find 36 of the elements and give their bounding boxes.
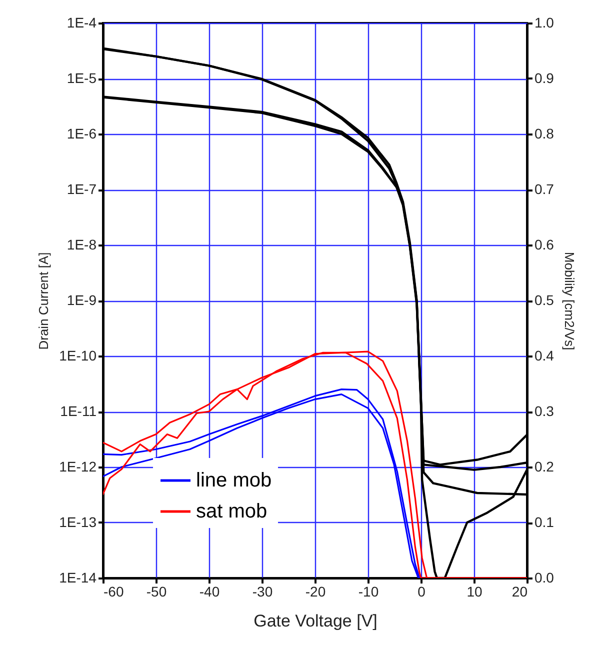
x-tick-label: -30 <box>252 584 273 600</box>
y-tick-label: 1E-4 <box>66 14 97 30</box>
y2-tick-label: 0.8 <box>534 126 554 142</box>
y-tick-label: 1E-11 <box>60 403 97 419</box>
y2-axis-title: Mobility [cm2/Vs] <box>562 252 577 350</box>
x-tick-label: -10 <box>358 584 379 600</box>
y-axis-title: Drain Current [A] <box>36 252 52 350</box>
x-tick-label: -60 <box>104 584 124 600</box>
y2-tick-label: 0.6 <box>534 236 554 252</box>
y2-tick-label: 0.5 <box>534 292 554 308</box>
legend-label: line mob <box>196 470 272 492</box>
x-tick-label: 10 <box>466 584 482 600</box>
y2-tick-label: 0.0 <box>534 570 554 586</box>
y2-tick-label: 0.2 <box>534 458 554 474</box>
y-tick-label: 1E-14 <box>59 570 97 586</box>
y2-tick-label: 0.7 <box>534 181 554 197</box>
y-tick-label: 1E-9 <box>66 292 97 308</box>
y-tick-label: 1E-5 <box>66 70 97 86</box>
y-tick-label: 1E-12 <box>59 458 97 474</box>
y2-tick-label: 0.9 <box>534 70 554 86</box>
x-tick-label: 20 <box>512 584 528 600</box>
y2-tick-label: 0.1 <box>534 514 554 530</box>
y-tick-label: 1E-7 <box>66 181 97 197</box>
x-axis-title: Gate Voltage [V] <box>254 612 378 630</box>
x-tick-label: -50 <box>146 584 167 600</box>
y-tick-label: 1E-13 <box>59 514 97 530</box>
y2-tick-label: 1.0 <box>534 14 554 30</box>
y-tick-label: 1E-10 <box>59 348 97 364</box>
y2-tick-label: 0.4 <box>534 348 554 364</box>
y-tick-label: 1E-8 <box>66 236 97 252</box>
x-tick-label: 0 <box>418 584 426 600</box>
y-tick-label: 1E-6 <box>66 126 97 142</box>
y2-tick-label: 0.3 <box>534 403 554 419</box>
legend-label: sat mob <box>196 500 268 522</box>
x-tick-label: -40 <box>199 584 220 600</box>
x-tick-label: -20 <box>305 584 326 600</box>
